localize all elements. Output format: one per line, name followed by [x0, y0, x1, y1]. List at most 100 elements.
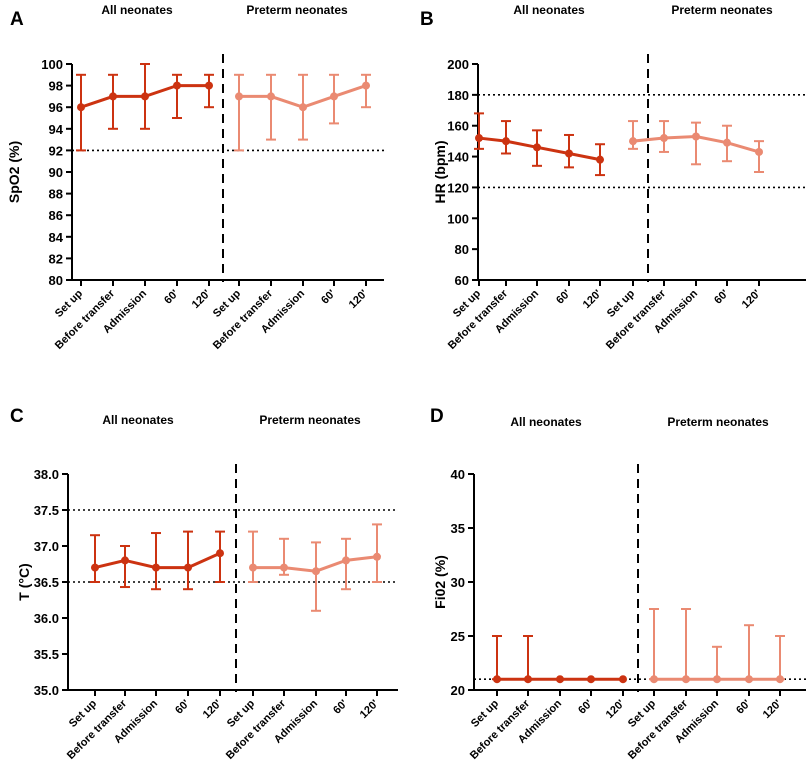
data-point	[267, 92, 275, 101]
x-tick-label: 60'	[712, 287, 731, 306]
series-preterm-neonates	[248, 523, 382, 612]
data-point	[91, 563, 99, 572]
x-tick-label: 120'	[740, 287, 764, 311]
x-tick-label: 60'	[734, 697, 753, 716]
data-point	[373, 552, 381, 561]
panel-c: C All neonates Preterm neonates 35.0 35.5 36.…	[10, 406, 398, 762]
y-tick-label: 180	[447, 88, 469, 103]
data-point	[235, 92, 243, 101]
panel-letter: B	[420, 9, 434, 30]
y-tick-label: 25	[451, 629, 465, 644]
series-all-neonates	[474, 112, 605, 177]
y-tick-label: 100	[41, 57, 63, 72]
x-tick-label: 60'	[554, 287, 573, 306]
data-point	[596, 155, 604, 164]
y-tick-label: 35.5	[34, 647, 59, 662]
y-axis-title: T (°C)	[16, 563, 32, 600]
data-point	[692, 132, 700, 141]
y-tick-label: 160	[447, 119, 469, 134]
data-point	[587, 675, 595, 684]
panel-letter: A	[10, 9, 24, 30]
x-tick-label: 60'	[162, 287, 181, 306]
x-tick-label: 60'	[319, 287, 338, 306]
y-tick-label: 38.0	[34, 467, 59, 482]
y-tick-label: 88	[49, 187, 63, 202]
y-tick-label: 84	[49, 230, 64, 245]
data-point	[121, 556, 129, 565]
x-tick-label: 120'	[190, 287, 214, 311]
y-tick-label: 30	[451, 575, 465, 590]
y-tick-label: 140	[447, 150, 469, 165]
group-title: All neonates	[510, 415, 582, 429]
data-point	[629, 137, 637, 146]
group-title: All neonates	[101, 3, 173, 17]
y-tick-label: 98	[49, 79, 63, 94]
series-preterm-neonates	[628, 120, 764, 173]
y-tick-label: 36.0	[34, 611, 59, 626]
y-tick-label: 94	[49, 122, 64, 137]
group-title: Preterm neonates	[671, 3, 773, 17]
data-point	[619, 675, 627, 684]
group-title: Preterm neonates	[667, 415, 769, 429]
y-tick-label: 35	[451, 521, 465, 536]
data-point	[755, 147, 763, 156]
data-point	[565, 149, 573, 158]
x-tick-label: 120'	[358, 697, 382, 721]
series-preterm-neonates	[234, 73, 371, 152]
x-tick-label: 60'	[576, 697, 595, 716]
data-point	[330, 92, 338, 101]
data-point	[312, 567, 320, 576]
data-point	[205, 81, 213, 90]
y-tick-label: 100	[447, 211, 469, 226]
x-tick-label: 120'	[201, 697, 225, 721]
series-preterm-neonates	[649, 608, 785, 684]
data-point	[475, 134, 483, 143]
group-title: All neonates	[513, 3, 585, 17]
y-tick-label: 37.5	[34, 503, 59, 518]
data-point	[280, 563, 288, 572]
panel-d: D All neonates Preterm neonates 20 25 30 35 40 F…	[430, 406, 806, 762]
x-tick-label: 120'	[604, 697, 628, 721]
data-point	[723, 138, 731, 147]
y-tick-label: 86	[49, 208, 63, 223]
y-tick-label: 120	[447, 180, 469, 195]
data-point	[77, 103, 85, 112]
data-point	[502, 137, 510, 146]
x-tick-label: 60'	[331, 697, 350, 716]
x-tick-label: 120'	[761, 697, 785, 721]
y-tick-label: 80	[49, 273, 63, 288]
data-point	[682, 675, 690, 684]
data-point	[173, 81, 181, 90]
data-point	[216, 549, 224, 558]
y-tick-label: 40	[451, 467, 465, 482]
data-point	[184, 563, 192, 572]
x-tick-label: 120'	[581, 287, 605, 311]
series-all-neonates	[492, 635, 627, 684]
data-point	[299, 103, 307, 112]
data-point	[362, 81, 370, 90]
y-tick-label: 35.0	[34, 683, 59, 698]
y-tick-label: 36.5	[34, 575, 59, 590]
data-point	[660, 134, 668, 143]
group-title: All neonates	[102, 413, 174, 427]
data-point	[141, 92, 149, 101]
y-tick-label: 96	[49, 100, 63, 115]
y-tick-label: 37.0	[34, 539, 59, 554]
data-point	[109, 92, 117, 101]
group-title: Preterm neonates	[259, 413, 361, 427]
panel-letter: C	[10, 406, 24, 427]
data-point	[493, 675, 501, 684]
y-tick-label: 90	[49, 165, 63, 180]
data-point	[342, 556, 350, 565]
panel-b: B All neonates Preterm neonates 60 80 100 120 1…	[420, 3, 806, 352]
y-axis-title: SpO2 (%)	[6, 141, 22, 203]
y-tick-label: 82	[49, 251, 63, 266]
y-tick-label: 80	[455, 242, 469, 257]
y-axis-title: HR (bpm)	[432, 141, 448, 204]
data-point	[650, 675, 658, 684]
data-point	[556, 675, 564, 684]
series-all-neonates	[76, 63, 214, 152]
data-point	[745, 675, 753, 684]
y-tick-label: 60	[455, 273, 469, 288]
